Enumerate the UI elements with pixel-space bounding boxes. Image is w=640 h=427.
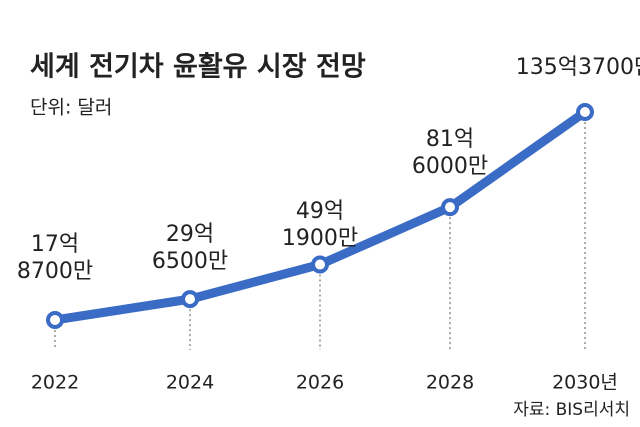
point (46, 310, 64, 329)
data-label: 17억 (31, 232, 79, 257)
data-label: 49억 (296, 199, 344, 224)
data-label: 135억3700만 (516, 55, 640, 80)
data-label: 8700만 (17, 259, 93, 284)
data-label: 6500만 (152, 249, 228, 274)
data-label: 6000만 (412, 154, 488, 179)
data-label: 81억 (426, 127, 474, 152)
x-tick-label: 2022 (31, 372, 79, 394)
point (576, 102, 594, 121)
point (311, 255, 329, 274)
data-label: 29억 (166, 222, 214, 247)
unit-label: 단위: 달러 (30, 97, 112, 119)
x-tick-label: 2028 (426, 372, 474, 394)
x-tick-label: 2026 (296, 372, 344, 394)
x-tick-label: 2024 (166, 372, 214, 394)
source: 자료: BIS리서치 (513, 400, 630, 420)
point (181, 290, 199, 309)
chart-title: 세계 전기차 윤활유 시장 전망 (30, 52, 366, 83)
x-tick-label: 2030년 (552, 372, 618, 394)
point (441, 198, 459, 217)
data-label: 1900만 (282, 226, 358, 251)
